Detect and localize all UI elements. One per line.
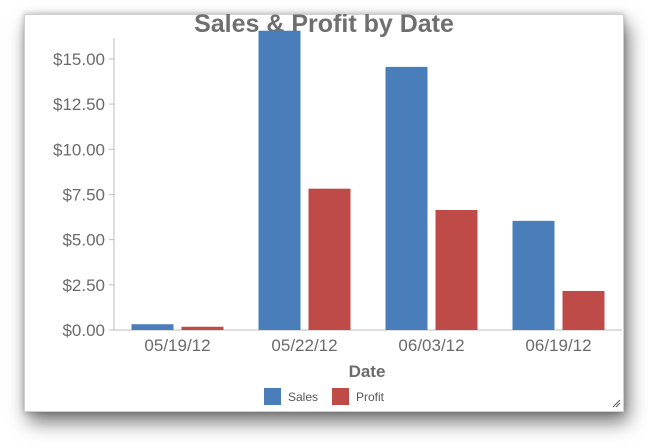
legend: Sales Profit	[0, 388, 648, 405]
x-axis-label: Date	[349, 362, 386, 381]
y-tick-label: $10.00	[53, 140, 105, 159]
bar-profit-3[interactable]	[562, 290, 605, 330]
y-tick-label: $7.50	[62, 185, 105, 204]
bar-sales-2[interactable]	[385, 66, 428, 331]
x-tick-label: 06/03/12	[398, 336, 464, 355]
legend-swatch-profit	[332, 388, 349, 405]
x-tick-label: 05/19/12	[144, 336, 210, 355]
legend-item-sales[interactable]: Sales	[263, 388, 318, 405]
y-tick-label: $2.50	[62, 276, 105, 295]
bar-profit-1[interactable]	[308, 188, 351, 330]
resize-grip-icon[interactable]	[611, 398, 621, 408]
chart-title: Sales & Profit by Date	[194, 10, 454, 38]
y-tick-label: $12.50	[53, 95, 105, 114]
legend-swatch-sales	[263, 388, 281, 405]
bars	[131, 30, 605, 331]
legend-item-profit[interactable]: Profit	[332, 388, 384, 405]
legend-label-sales: Sales	[287, 389, 318, 404]
legend-label-profit: Profit	[356, 389, 385, 404]
x-tick-label: 05/22/12	[271, 336, 337, 355]
y-tick-label: $0.00	[62, 321, 105, 340]
bar-sales-0[interactable]	[131, 324, 174, 330]
bar-profit-2[interactable]	[435, 210, 478, 330]
x-tick-label: 06/19/12	[525, 336, 591, 355]
bar-profit-0[interactable]	[181, 326, 224, 330]
x-axis: 05/19/12 05/22/12 06/03/12 06/19/12	[114, 329, 622, 355]
bar-sales-3[interactable]	[512, 220, 555, 330]
y-axis: $0.00 $2.50 $5.00 $7.50 $10.00 $12.50 $15.00	[53, 38, 115, 340]
y-tick-label: $15.00	[53, 50, 105, 69]
bar-sales-1[interactable]	[258, 30, 301, 330]
y-tick-label: $5.00	[62, 231, 105, 250]
